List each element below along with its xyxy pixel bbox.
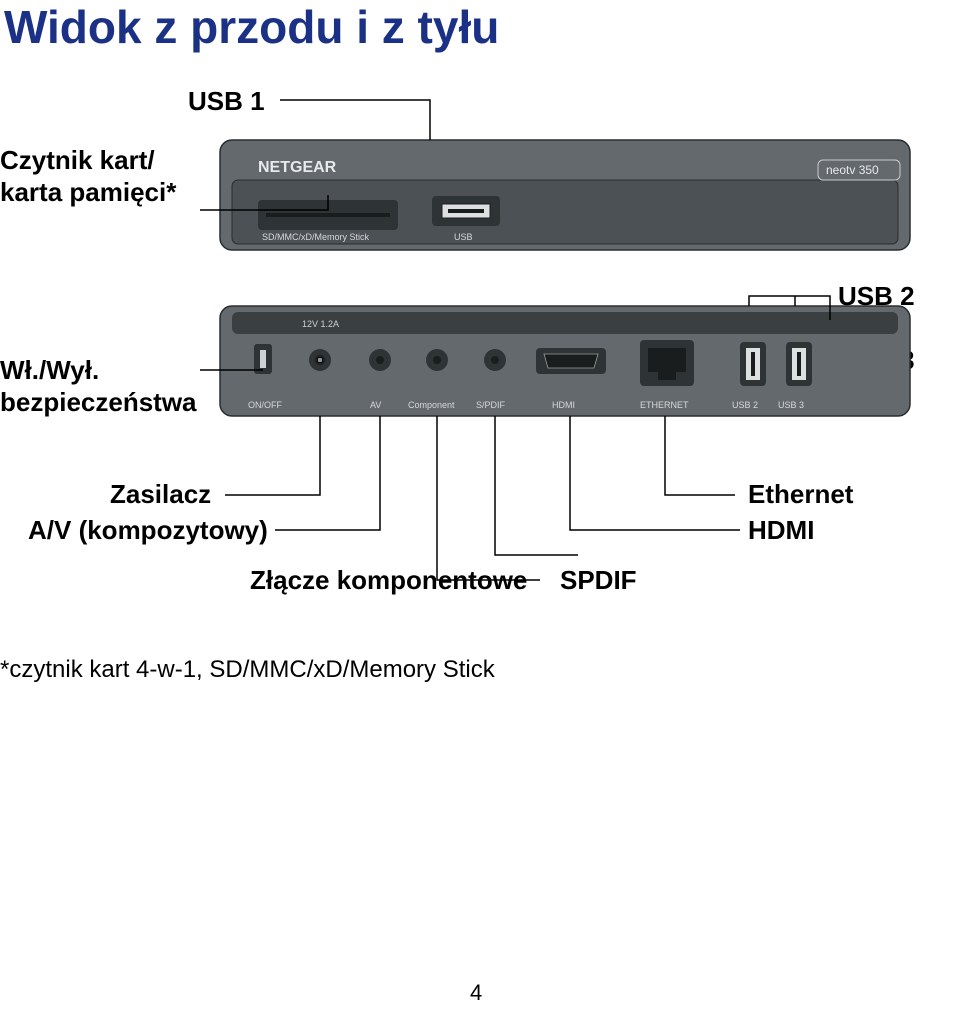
svg-text:USB 3: USB 3 — [778, 400, 804, 410]
svg-text:S/PDIF: S/PDIF — [476, 400, 506, 410]
page: Widok z przodu i z tyłu USB 1 Czytnik ka… — [0, 0, 960, 1022]
svg-text:AV: AV — [370, 400, 381, 410]
svg-text:ETHERNET: ETHERNET — [640, 400, 689, 410]
device-diagram: NETGEAR neotv 350 SD/MMC/xD/Memory Stick US… — [0, 0, 960, 1022]
svg-text:SD/MMC/xD/Memory Stick: SD/MMC/xD/Memory Stick — [262, 232, 370, 242]
svg-text:ON/OFF: ON/OFF — [248, 400, 282, 410]
svg-text:USB: USB — [454, 232, 473, 242]
svg-text:HDMI: HDMI — [552, 400, 575, 410]
svg-text:NETGEAR: NETGEAR — [258, 159, 337, 176]
svg-text:Component: Component — [408, 400, 455, 410]
svg-text:USB 2: USB 2 — [732, 400, 758, 410]
svg-text:neotv 350: neotv 350 — [826, 163, 879, 177]
svg-text:12V 1.2A: 12V 1.2A — [302, 319, 339, 329]
